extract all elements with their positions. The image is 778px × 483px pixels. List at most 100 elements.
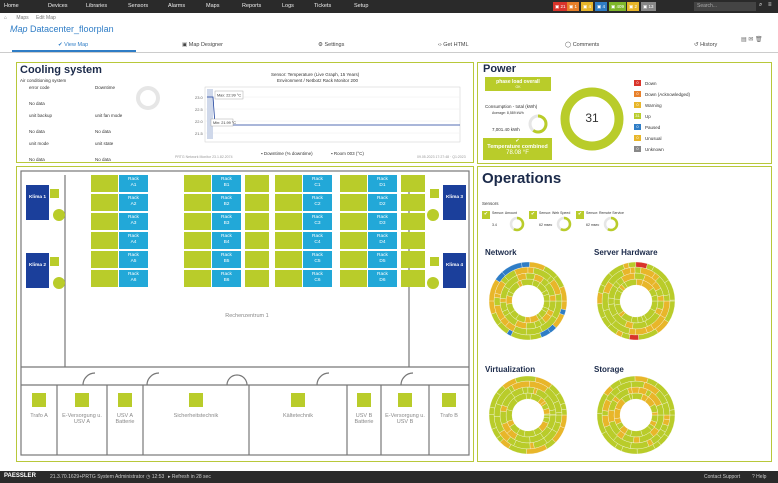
sunburst-segment[interactable]	[629, 266, 636, 274]
room-status-square[interactable]	[357, 393, 371, 407]
nav-devices[interactable]: Devices	[48, 3, 68, 9]
klima-2[interactable]: Klima 2	[26, 253, 49, 288]
rack-tile[interactable]: Rack A5	[119, 251, 148, 268]
rack-status-block[interactable]	[340, 270, 367, 287]
room-status-square[interactable]	[118, 393, 132, 407]
sunburst-segment[interactable]	[561, 408, 568, 416]
rack-status-block[interactable]	[245, 194, 269, 211]
sunburst-segment[interactable]	[555, 293, 563, 302]
klima-status-dot[interactable]	[53, 209, 65, 221]
klima-status-dot[interactable]	[427, 277, 439, 289]
klima-1[interactable]: Klima 1	[26, 185, 49, 220]
tab-map-designer[interactable]: ▣ Map Designer	[182, 42, 223, 48]
contact-support-link[interactable]: Contact Support	[704, 474, 741, 480]
rack-status-block[interactable]	[184, 270, 211, 287]
rack-status-block[interactable]	[91, 194, 118, 211]
sunburst-segment[interactable]	[628, 261, 637, 268]
nav-libraries[interactable]: Libraries	[86, 3, 108, 9]
rack-tile[interactable]: Rack D5	[368, 251, 397, 268]
rack-status-block[interactable]	[184, 251, 211, 268]
home-icon[interactable]: ⌂	[4, 15, 8, 21]
search-icon[interactable]: ⌕	[759, 2, 763, 8]
rack-status-block[interactable]	[245, 175, 269, 192]
rack-tile[interactable]: Rack D4	[368, 232, 397, 249]
status-badge[interactable]: ▣ 21	[553, 2, 568, 11]
rack-tile[interactable]: Rack D2	[368, 194, 397, 211]
mini-sensor-gauge[interactable]	[555, 215, 573, 233]
nav-alarms[interactable]: Alarms	[168, 3, 186, 9]
rack-tile[interactable]: Rack D6	[368, 270, 397, 287]
sunburst-storage[interactable]	[596, 375, 676, 455]
rack-status-block[interactable]	[91, 213, 118, 230]
mini-sensor-gauge[interactable]	[602, 215, 620, 233]
klima-3[interactable]: Klima 3	[443, 185, 466, 220]
footer-user[interactable]: PRTG System Administrator	[82, 474, 145, 480]
rack-status-block[interactable]	[340, 194, 367, 211]
rack-status-block[interactable]	[245, 251, 269, 268]
sunburst-segment[interactable]	[525, 321, 537, 330]
rack-tile[interactable]: Rack A4	[119, 232, 148, 249]
nav-logs[interactable]: Logs	[282, 3, 294, 9]
status-badge[interactable]: ▣ 409	[609, 2, 627, 11]
sunburst-segment[interactable]	[663, 294, 671, 302]
klima-status-dot[interactable]	[427, 209, 439, 221]
rack-tile[interactable]: Rack D3	[368, 213, 397, 230]
sunburst-segment[interactable]	[505, 409, 513, 422]
room-status-square[interactable]	[442, 393, 456, 407]
footer-refresh[interactable]: ▸ Refresh in 28 sec	[168, 474, 211, 480]
klima-4[interactable]: Klima 4	[443, 253, 466, 288]
temperature-tile[interactable]: ✔ Temperature combined 78.08 °F	[483, 138, 552, 160]
rack-status-block[interactable]	[340, 232, 367, 249]
mini-sensor-gauge[interactable]	[508, 215, 526, 233]
rack-status-block[interactable]	[184, 175, 211, 192]
sunburst-segment[interactable]	[630, 380, 645, 389]
rack-status-block[interactable]	[245, 232, 269, 249]
status-badge[interactable]: ▣ 2	[627, 2, 640, 11]
rack-tile[interactable]: Rack C6	[303, 270, 332, 287]
rack-status-block[interactable]	[275, 270, 302, 287]
sunburst-segment[interactable]	[521, 261, 530, 268]
sunburst-segment[interactable]	[669, 299, 676, 302]
rack-status-block[interactable]	[245, 270, 269, 287]
nav-tickets[interactable]: Tickets	[314, 3, 332, 9]
rack-status-block[interactable]	[184, 194, 211, 211]
nav-maps[interactable]: Maps	[206, 3, 220, 9]
sunburst-segment[interactable]	[493, 297, 501, 307]
rack-status-block[interactable]	[340, 251, 367, 268]
room-status-square[interactable]	[189, 393, 203, 407]
nav-reports[interactable]: Reports	[242, 3, 262, 9]
tab-history[interactable]: ↺ History	[694, 42, 718, 48]
rack-status-block[interactable]	[340, 213, 367, 230]
klima-status-square[interactable]	[50, 257, 59, 266]
rack-tile[interactable]: Rack C3	[303, 213, 332, 230]
sunburst-segment[interactable]	[669, 409, 676, 416]
breadcrumb-maps[interactable]: Maps	[16, 15, 29, 21]
rack-status-block[interactable]	[401, 175, 425, 192]
sunburst-network[interactable]	[488, 261, 568, 341]
rack-status-block[interactable]	[401, 213, 425, 230]
sunburst-segment[interactable]	[634, 266, 642, 274]
rack-status-block[interactable]	[184, 232, 211, 249]
sunburst-segment[interactable]	[596, 292, 604, 305]
status-badge[interactable]: ▣ 4	[581, 2, 594, 11]
sunburst-segment[interactable]	[633, 436, 641, 444]
tab-view-map[interactable]: ✔ View Map	[58, 42, 89, 48]
rack-status-block[interactable]	[401, 194, 425, 211]
rack-status-block[interactable]	[275, 251, 302, 268]
rack-status-block[interactable]	[275, 232, 302, 249]
tab-get-html[interactable]: ‹› Get HTML	[438, 42, 469, 48]
sunburst-server-hardware[interactable]	[596, 261, 676, 341]
status-badge[interactable]: ▣ 4	[595, 2, 608, 11]
nav-sensors[interactable]: Sensors	[128, 3, 149, 9]
nav-home[interactable]: Home	[4, 3, 19, 9]
sunburst-segment[interactable]	[523, 429, 536, 438]
search-input[interactable]: Search...	[694, 2, 756, 11]
rack-status-block[interactable]	[91, 175, 118, 192]
sunburst-segment[interactable]	[601, 291, 610, 311]
rack-status-block[interactable]	[401, 232, 425, 249]
rack-tile[interactable]: Rack A1	[119, 175, 148, 192]
rack-status-block[interactable]	[340, 175, 367, 192]
klima-status-dot[interactable]	[53, 277, 65, 289]
room-status-square[interactable]	[291, 393, 305, 407]
sunburst-segment[interactable]	[543, 413, 551, 416]
